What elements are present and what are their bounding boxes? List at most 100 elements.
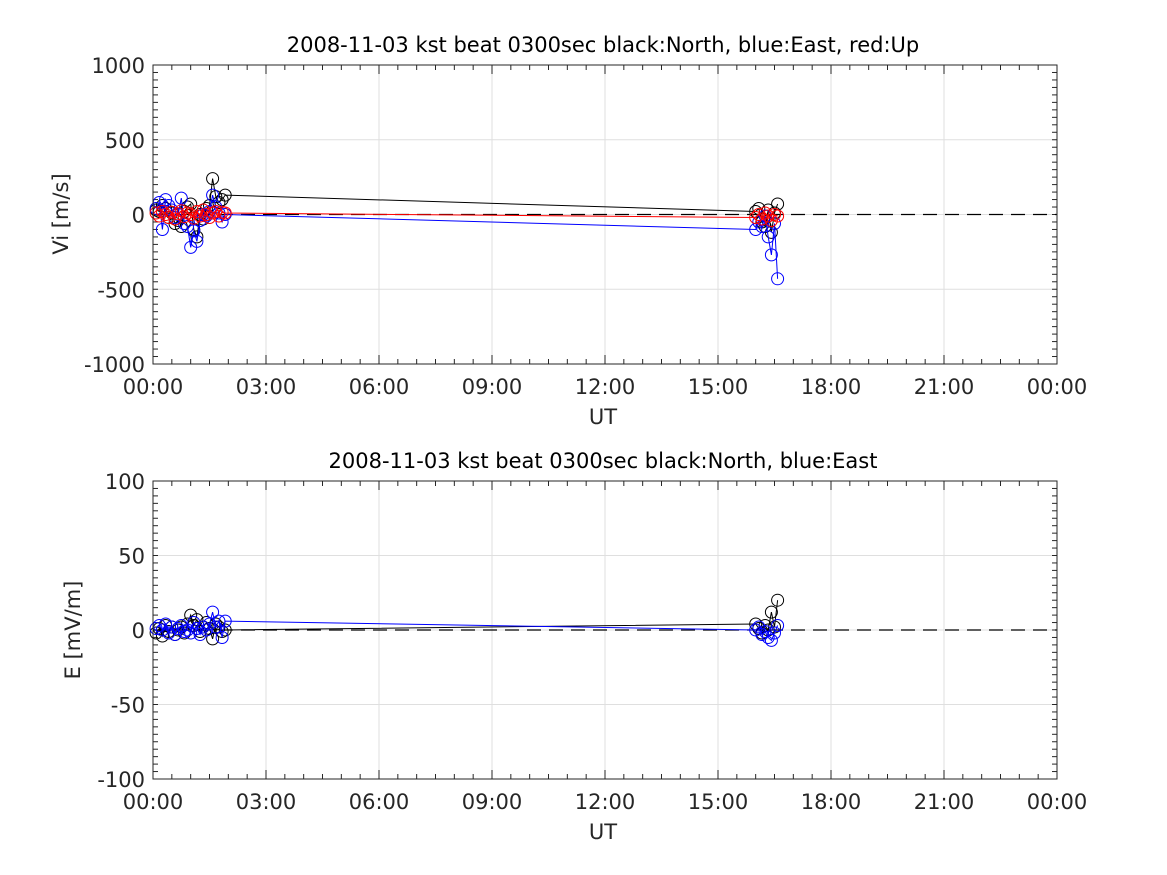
data-point (209, 620, 223, 634)
chart-panel-velocity: -1000 -500 0 500 1000 00:00 03:00 06:00 09:00 12… (49, 33, 1087, 429)
data-point (177, 210, 191, 224)
data-point (206, 605, 220, 619)
x-tick-label: 00:00 (123, 790, 184, 814)
data-point (206, 188, 220, 202)
data-point (149, 626, 163, 640)
x-tick-label: 18:00 (801, 790, 862, 814)
data-point (181, 220, 194, 233)
data-point (190, 622, 204, 635)
x-tick-label: 00:00 (123, 375, 184, 399)
y-tick-label: -500 (97, 278, 145, 302)
chart-title: 2008-11-03 kst beat 0300sec black:North,… (287, 33, 920, 57)
data-point (755, 212, 769, 226)
data-point (174, 204, 188, 218)
data-point (155, 623, 169, 637)
data-point (218, 188, 232, 202)
data-point (199, 208, 213, 221)
data-point (187, 211, 201, 225)
data-point (149, 202, 163, 215)
y-tick-label: 1000 (92, 54, 145, 78)
data-point (215, 631, 229, 644)
x-tick-label: 06:00 (349, 790, 410, 814)
data-point (203, 617, 216, 631)
data-point (758, 625, 772, 638)
data-point (190, 234, 204, 248)
data-point (771, 272, 785, 286)
data-point (196, 620, 210, 634)
data-point (761, 209, 775, 223)
x-tick-label: 21:00 (914, 790, 975, 814)
x-tick-labels: 00:00 03:00 06:00 09:00 12:00 15:00 18:00 21:00… (123, 375, 1088, 399)
data-point (771, 593, 785, 607)
series-layer (149, 172, 785, 286)
data-point (206, 632, 220, 646)
x-axis-label: UT (589, 820, 617, 844)
x-axis-label: UT (589, 405, 617, 429)
data-point (212, 614, 226, 628)
data-point (755, 628, 769, 641)
x-tick-label: 03:00 (236, 375, 297, 399)
y-tick-label: 500 (105, 129, 145, 153)
data-point (764, 633, 778, 647)
data-point (184, 208, 198, 221)
data-point (190, 230, 204, 244)
data-point (764, 248, 778, 262)
x-tick-label: 03:00 (236, 790, 297, 814)
data-point (206, 172, 220, 186)
plot-frame (152, 480, 1058, 780)
data-point (165, 205, 179, 219)
x-tick-label: 18:00 (801, 375, 862, 399)
x-tick-label: 21:00 (914, 375, 975, 399)
x-tick-label: 00:00 (1027, 790, 1088, 814)
y-axis-label: E [mV/m] (61, 581, 85, 680)
minor-ticks (152, 480, 1058, 780)
data-point (215, 215, 229, 229)
data-point (768, 208, 781, 221)
y-tick-label: -100 (97, 768, 145, 792)
y-axis-label: Vi [m/s] (49, 173, 73, 254)
data-point (218, 623, 232, 637)
data-point (771, 619, 785, 632)
chart-panel-electric-field: -100 -50 0 50 100 00:00 03:00 06:00 09:00 12:00 1… (61, 449, 1087, 844)
x-tick-label: 12:00 (575, 375, 636, 399)
data-point (209, 205, 223, 218)
data-point (177, 625, 191, 638)
y-tick-label: -50 (111, 694, 145, 718)
data-point (761, 230, 775, 244)
plot-frame (152, 64, 1058, 365)
x-tick-label: 00:00 (1027, 375, 1088, 399)
data-point (165, 620, 179, 634)
data-point (218, 206, 232, 220)
x-tick-label: 09:00 (462, 790, 523, 814)
data-point (764, 605, 778, 619)
y-tick-label: 0 (132, 204, 145, 228)
data-point (771, 209, 785, 223)
data-point (187, 224, 201, 238)
x-tick-label: 15:00 (688, 790, 749, 814)
data-point (193, 625, 207, 638)
x-tick-labels: 00:00 03:00 06:00 09:00 12:00 15:00 18:00 21:00… (123, 790, 1088, 814)
data-point (155, 223, 169, 236)
data-point (218, 614, 232, 628)
data-point (171, 622, 185, 635)
data-point (159, 193, 173, 207)
x-tick-label: 06:00 (349, 375, 410, 399)
data-point (768, 626, 781, 640)
y-tick-label: 0 (132, 619, 145, 643)
data-point (752, 208, 766, 221)
series-layer (149, 593, 785, 647)
data-point (212, 209, 226, 223)
y-tick-label: 100 (105, 470, 145, 494)
data-point (190, 205, 204, 218)
y-tick-labels: -100 -50 0 50 100 (97, 470, 145, 792)
data-point (171, 207, 185, 221)
minor-ticks (152, 64, 1058, 365)
y-tick-label: -1000 (84, 353, 145, 377)
x-tick-label: 09:00 (462, 375, 523, 399)
x-tick-label: 15:00 (688, 375, 749, 399)
data-point (168, 628, 182, 641)
series-up (149, 203, 785, 227)
data-point (174, 191, 188, 205)
data-point (193, 209, 207, 223)
